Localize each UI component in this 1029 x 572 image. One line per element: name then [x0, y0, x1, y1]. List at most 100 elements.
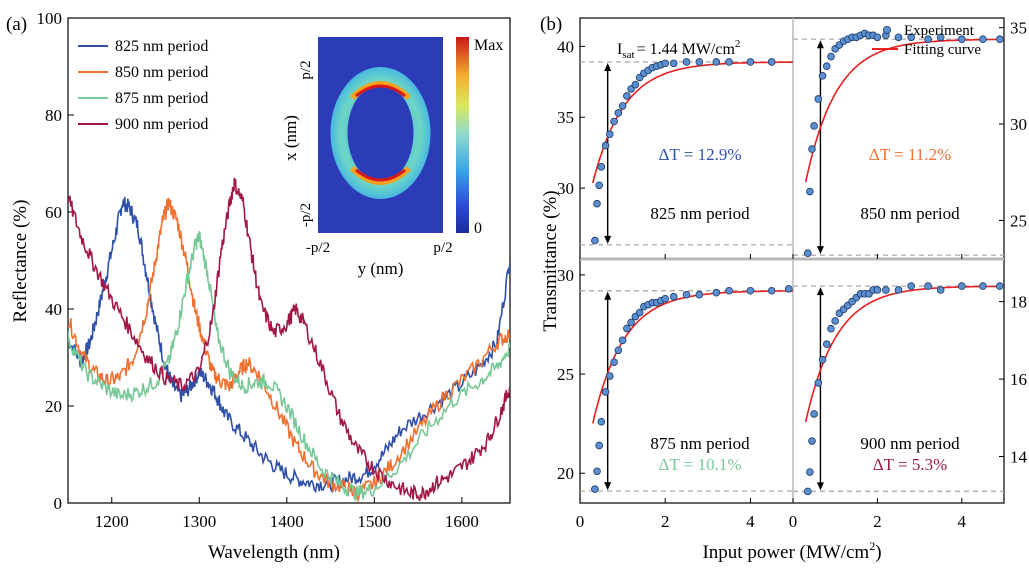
x-tick-label: 4 — [746, 512, 755, 531]
experiment-point — [957, 35, 966, 44]
experiment-point — [661, 294, 669, 303]
experiment-point — [595, 181, 603, 190]
period-label-900: 900 nm period — [860, 434, 960, 453]
experiment-point — [831, 317, 839, 325]
y-tick-label: 35 — [1010, 19, 1027, 38]
legend-experiment-marker — [883, 25, 892, 34]
experiment-point — [597, 163, 606, 171]
x-tick-label: 1400 — [270, 512, 304, 531]
experiment-point — [827, 324, 835, 333]
panel-b-ticks: 30 35 40 25 30 35 20 25 30 0 2 4 14 16 18 0 2 4 — [557, 19, 1028, 531]
experiment-point — [810, 410, 818, 418]
fitting-curve — [592, 290, 793, 424]
experiment-point — [873, 33, 882, 42]
delta-arrow-head-bottom — [604, 482, 612, 491]
y-tick-label: 35 — [557, 108, 574, 127]
y-tick-label: 25 — [557, 365, 574, 384]
x-tick-label: 1300 — [182, 512, 216, 531]
x-tick-label: 0 — [789, 512, 798, 531]
panel-b-label: (b) — [540, 14, 562, 35]
experiment-point — [814, 379, 823, 387]
x-tick-label: 2 — [873, 512, 882, 531]
panel-b: (b) ΔT = 12.9% 825 nm period ΔT = 11.2% 850… — [540, 14, 1028, 563]
y-tick-label: 25 — [1010, 211, 1027, 230]
experiment-point — [894, 33, 903, 42]
inset-field-hotspot-top-core — [355, 84, 406, 98]
panel-a-xlabel: Wavelength (nm) — [208, 542, 340, 563]
panel-b-subpanels: ΔT = 12.9% 825 nm period ΔT = 11.2% 850 nm … — [580, 29, 1004, 496]
delta-arrow-head-top — [816, 287, 824, 296]
period-label-875: 875 nm period — [650, 434, 750, 453]
y-tick-label: 16 — [1010, 370, 1027, 389]
experiment-point — [979, 282, 987, 290]
experiment-point — [936, 286, 945, 294]
y-tick-label: 60 — [45, 203, 62, 222]
delta-t-annotation-850: ΔT = 11.2% — [869, 145, 951, 164]
experiment-point — [712, 58, 721, 66]
delta-t-annotation-825: ΔT = 12.9% — [658, 145, 741, 164]
panel-a-label: (a) — [6, 14, 27, 35]
inset-y-max-label: p/2 — [298, 60, 314, 79]
experiment-point — [614, 109, 623, 117]
panel-a-series — [68, 177, 510, 503]
colorbar-max-label: Max — [474, 37, 503, 54]
inset-x-max-label: p/2 — [433, 240, 452, 256]
experiment-point — [597, 417, 606, 426]
y-tick-label: 100 — [37, 9, 63, 28]
experiment-point — [618, 102, 627, 110]
y-tick-label: 20 — [557, 464, 574, 483]
experiment-point — [669, 59, 678, 68]
experiment-point — [979, 35, 987, 44]
x-tick-label: 0 — [576, 512, 585, 531]
panel-b-xlabel-end: ) — [875, 542, 881, 563]
experiment-point — [593, 467, 601, 476]
panel-a-ticks: 1200 1300 1400 1500 1600 0 20 40 60 80 100 — [37, 9, 479, 531]
y-tick-label: 30 — [557, 266, 574, 285]
delta-arrow-head-top — [816, 40, 824, 49]
experiment-point — [746, 58, 755, 66]
y-tick-label: 20 — [45, 397, 62, 416]
experiment-point — [822, 340, 831, 349]
experiment-point — [936, 33, 945, 42]
fitting-curve — [804, 285, 1004, 423]
experiment-point — [818, 72, 827, 80]
experiment-point — [827, 52, 835, 61]
experiment-point — [725, 286, 733, 295]
subpanel-825 — [580, 58, 793, 246]
legend-label-900: 900 nm period — [115, 116, 208, 133]
panel-b-xlabel: Input power (MW/cm2) — [702, 539, 881, 563]
experiment-point — [635, 308, 644, 317]
experiment-point — [725, 58, 733, 66]
isat-subscript: sat — [622, 49, 634, 61]
experiment-point — [606, 372, 614, 380]
experiment-point — [695, 290, 704, 299]
panel-b-xlabel-sup: 2 — [869, 539, 875, 553]
experiment-point — [806, 187, 814, 196]
experiment-point — [814, 95, 823, 103]
experiment-point — [591, 485, 599, 493]
y-tick-label: 14 — [1010, 448, 1028, 467]
experiment-point — [610, 358, 618, 366]
experiment-point — [682, 58, 691, 66]
series-line-875 — [68, 230, 510, 503]
inset-colorbar — [456, 37, 469, 233]
experiment-point — [818, 355, 827, 364]
subpanel-875 — [580, 284, 793, 493]
delta-arrow-head-top — [604, 291, 612, 300]
experiment-point — [995, 35, 1004, 44]
experiment-point — [784, 284, 793, 293]
inset-x-min-label: -p/2 — [306, 240, 330, 256]
y-tick-label: 30 — [1010, 115, 1027, 134]
period-label-825: 825 nm period — [650, 204, 750, 223]
delta-t-annotation-900: ΔT = 5.3% — [873, 455, 948, 474]
experiment-point — [822, 62, 831, 70]
isat-symbol: I — [617, 41, 622, 58]
inset-y-min-label: -p/2 — [298, 203, 314, 227]
legend-label-850: 850 nm period — [115, 64, 208, 81]
delta-t-annotation-875: ΔT = 10.1% — [658, 455, 741, 474]
experiment-point — [995, 282, 1004, 290]
delta-arrow-head-bottom — [816, 246, 824, 255]
delta-arrow-head-bottom — [604, 235, 612, 244]
experiment-point — [631, 80, 640, 89]
